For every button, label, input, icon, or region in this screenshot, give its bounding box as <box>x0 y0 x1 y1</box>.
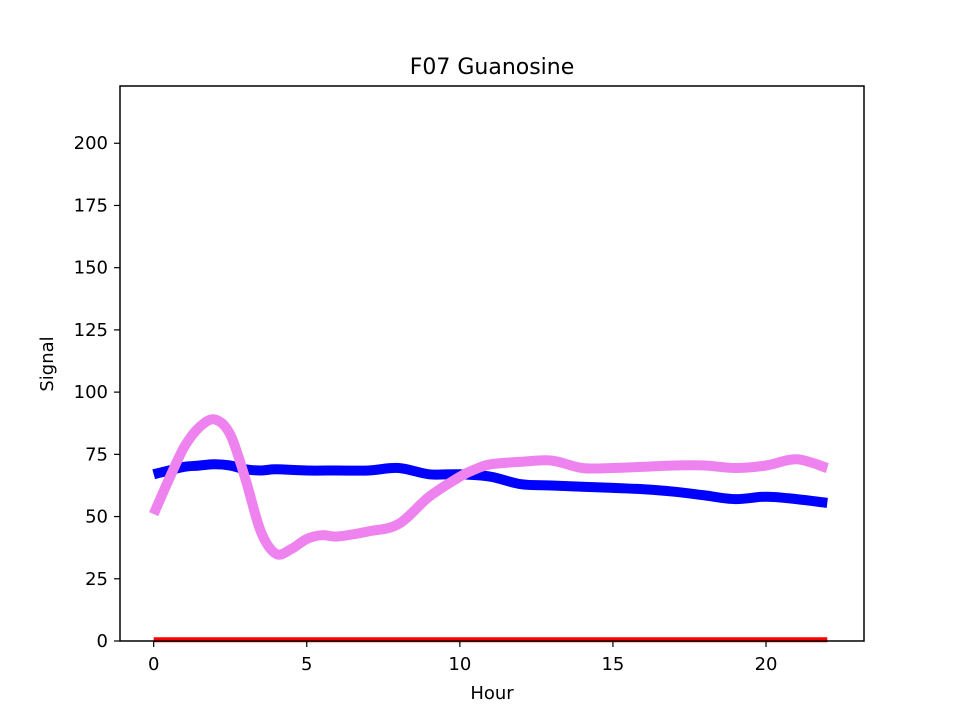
y-tick-label: 0 <box>97 631 108 652</box>
chart-title: F07 Guanosine <box>410 55 575 80</box>
y-tick-label: 50 <box>85 507 108 528</box>
series-line-2 <box>149 414 829 560</box>
x-tick-label: 10 <box>448 654 471 675</box>
x-tick-label: 0 <box>148 654 159 675</box>
y-tick-label: 150 <box>74 258 108 279</box>
y-tick-label: 100 <box>74 382 108 403</box>
y-tick-label: 75 <box>85 444 108 465</box>
x-tick-label: 5 <box>301 654 312 675</box>
axes-frame <box>119 85 865 642</box>
y-tick-label: 125 <box>74 320 108 341</box>
y-tick-label: 175 <box>74 195 108 216</box>
x-tick-label: 20 <box>755 654 778 675</box>
y-tick-label: 25 <box>85 569 108 590</box>
y-axis-label: Signal <box>37 336 58 391</box>
y-tick-label: 200 <box>74 133 108 154</box>
plot-area <box>149 414 829 643</box>
x-tick-label: 15 <box>601 654 624 675</box>
x-axis-label: Hour <box>470 683 514 704</box>
series-line-1 <box>152 459 828 508</box>
